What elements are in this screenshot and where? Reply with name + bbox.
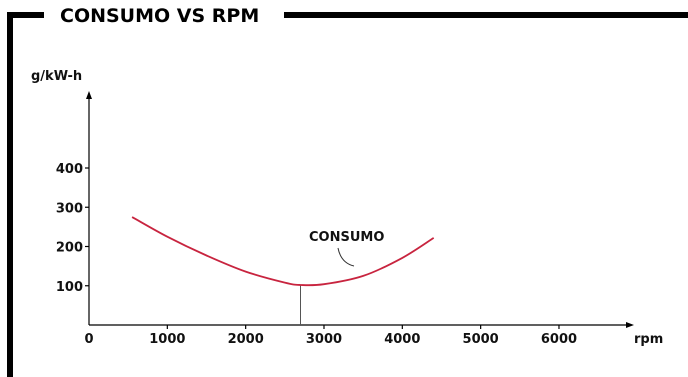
x-tick-label-0: 0 [84, 332, 93, 347]
x-ticks: 0 1000 2000 3000 4000 5000 6000 [84, 325, 577, 347]
consumo-label-leader [337, 247, 355, 267]
y-tick-label-2: 300 [56, 201, 83, 216]
x-tick-label-2: 2000 [228, 332, 264, 347]
x-tick-label-4: 4000 [384, 332, 420, 347]
x-axis-arrow [626, 322, 634, 328]
consumo-series-label: CONSUMO [309, 230, 384, 245]
y-axis-label: g/kW-h [31, 69, 82, 84]
y-axis-arrow [86, 91, 92, 99]
y-tick-label-1: 200 [56, 241, 83, 256]
chart-title: CONSUMO VS RPM [60, 5, 259, 27]
consumo-curve [131, 216, 435, 287]
y-tick-label-0: 100 [56, 280, 83, 295]
x-axis-label: rpm [634, 332, 663, 347]
x-tick-label-1: 1000 [149, 332, 185, 347]
frame-top-left [7, 12, 44, 377]
x-tick-label-5: 5000 [463, 332, 499, 347]
x-tick-label-6: 6000 [541, 332, 577, 347]
x-tick-label-3: 3000 [306, 332, 342, 347]
y-tick-label-3: 400 [56, 162, 83, 177]
y-ticks: 100 200 300 400 [56, 162, 89, 295]
